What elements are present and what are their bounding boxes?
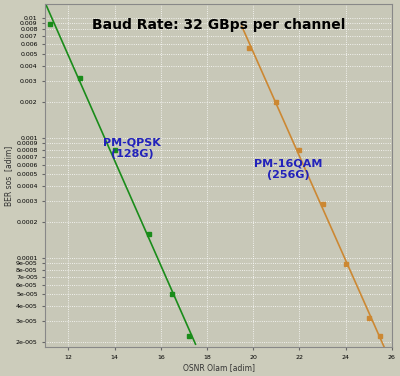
Text: Baud Rate: 32 GBps per channel: Baud Rate: 32 GBps per channel	[92, 18, 345, 32]
Text: PM-16QAM
(256G): PM-16QAM (256G)	[254, 158, 322, 180]
Y-axis label: BER sos  [adim]: BER sos [adim]	[4, 146, 13, 206]
X-axis label: OSNR Olam [adim]: OSNR Olam [adim]	[183, 363, 255, 372]
Text: PM-QPSK
(128G): PM-QPSK (128G)	[103, 138, 161, 159]
